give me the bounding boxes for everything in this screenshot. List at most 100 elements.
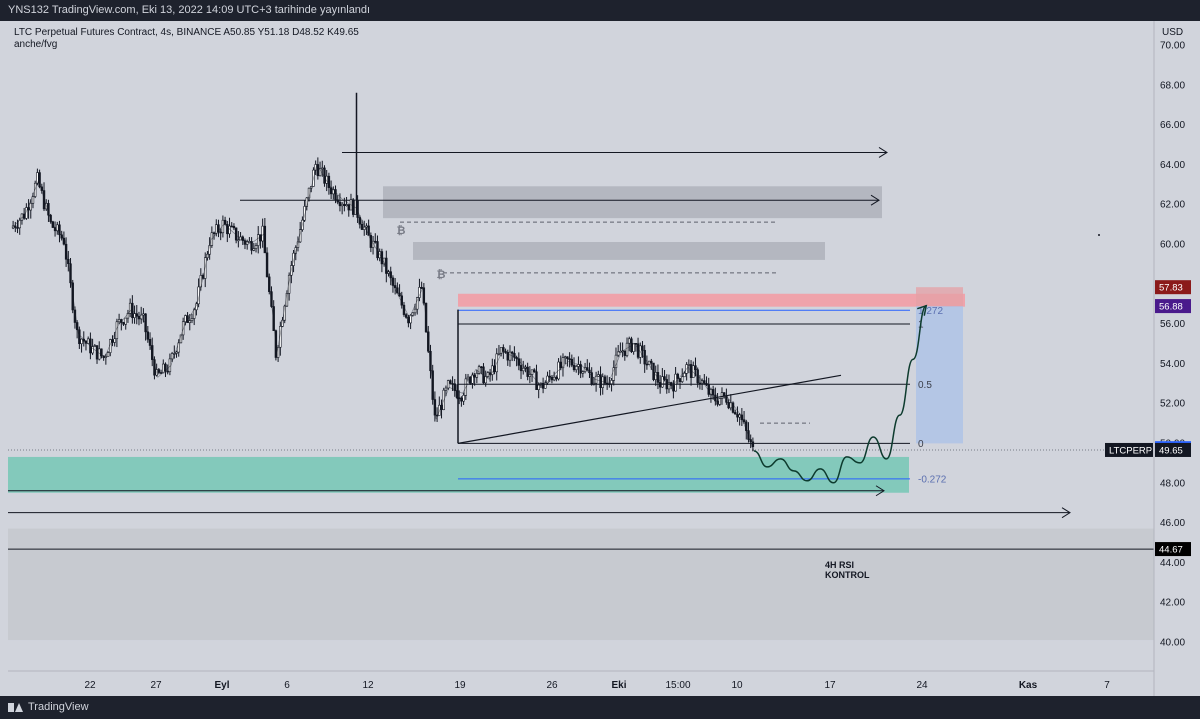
candle-body [327,175,331,188]
candle-body [303,206,306,221]
candle-body [544,382,547,389]
candle-body [519,365,523,372]
symbol-ohlc: LTC Perpetual Futures Contract, 4s, BINA… [14,27,359,38]
publish-header: YNS132 TradingView.com, Eki 13, 2022 14:… [0,0,1200,21]
candle-body [58,224,61,236]
candle-body [502,347,505,352]
candle-body [477,366,481,374]
annotation-text: KONTROL [825,570,870,580]
candle-body [720,392,724,399]
price-tag-label: 57.83 [1159,283,1183,294]
candle-body [460,397,463,402]
candle-body [537,384,540,390]
candle-body [215,224,218,234]
candle-body [563,356,567,359]
x-tick-label: 17 [824,680,836,691]
candle-body [579,364,582,374]
candle-body [575,366,578,371]
long-position-box [916,306,963,444]
y-tick-label: 52.00 [1160,399,1185,410]
candle-body [513,353,516,358]
candle-body [522,367,525,372]
projection-path [753,304,927,484]
candle-body [157,369,161,373]
symbol-tag [1105,442,1153,457]
candle-body [122,322,125,325]
y-tick-label: 44.00 [1160,558,1185,569]
annotation-text: 4H RSI [825,560,854,570]
candle-body [190,318,194,321]
support-line-lower-head [1061,507,1071,519]
candle-body [159,372,163,374]
candle-body [628,338,631,344]
candle-body [603,376,607,384]
candle-body [727,402,730,409]
candle-body [106,352,110,357]
resistance-line-mid-head [870,194,880,206]
candle-body [453,383,456,392]
candle-body [555,376,558,380]
candle-body [462,395,465,402]
candle-body [510,351,514,354]
range-zone [8,528,1154,641]
y-tick-label: 68.00 [1160,80,1185,91]
candle-body [170,353,174,360]
candle-body [610,380,613,385]
candle-body [29,202,32,211]
y-tick-label: 54.00 [1160,359,1185,370]
x-tick-label: Eki [611,680,626,691]
candle-body [279,326,282,348]
candle-body [716,400,719,405]
x-tick-label: 15:00 [665,680,690,691]
price-tag-label: 44.67 [1159,545,1183,556]
candle-body [151,345,154,360]
candle-body [446,380,450,389]
candle-body [747,430,750,440]
candle-body [404,314,408,318]
supply-zone-lower [413,242,825,260]
candle-body [188,320,191,323]
symbol-tag-label: LTCPERP [1109,445,1152,456]
candle-body [360,223,364,230]
candle-body [663,376,666,380]
brand-name: TradingView [28,701,89,713]
target-zone [458,293,965,307]
candle-body [347,204,350,211]
candle-body [672,385,675,392]
candle-body [493,365,496,373]
candle-body [645,363,649,366]
y-tick-label: 46.00 [1160,518,1185,529]
candle-body [418,287,421,298]
candle-body [533,369,536,373]
candle-body [232,225,236,229]
candle-body [568,358,571,360]
chart-legend: LTC Perpetual Futures Contract, 4s, BINA… [14,27,359,51]
resistance-line-top-head [878,147,888,158]
candle-body [528,374,532,377]
candle-body [641,345,644,351]
candle-body [546,375,549,384]
trendline-rising [457,374,842,444]
candle-body [632,343,635,352]
y-tick-label: 42.00 [1160,598,1185,609]
x-tick-label: 24 [916,680,928,691]
y-tick-label: 48.00 [1160,478,1185,489]
candle-body [162,363,165,374]
candle-body [681,376,684,382]
price-tag [1155,442,1191,457]
y-tick-label: 56.00 [1160,319,1185,330]
candle-body [226,224,229,235]
candle-body [734,412,737,415]
candle-body [612,367,615,381]
candle-body [42,190,46,210]
candle-body [18,219,21,229]
footer-bar: TradingView [0,696,1200,719]
candle-body [661,376,664,388]
candle-body [411,312,415,316]
candle-body [263,225,267,254]
x-tick-label: Kas [1019,680,1038,691]
price-tag [1155,299,1191,314]
x-tick-label: 19 [454,680,466,691]
candle-body [100,348,103,357]
